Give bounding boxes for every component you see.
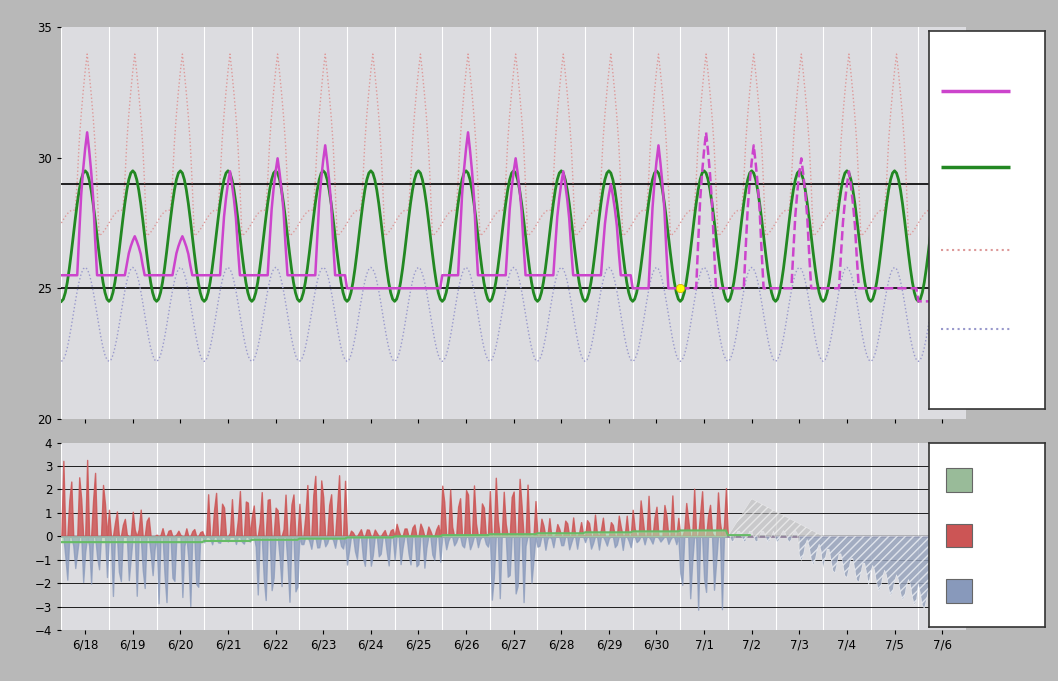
Bar — [946, 579, 972, 603]
Bar — [946, 469, 972, 492]
Bar — [946, 524, 972, 548]
